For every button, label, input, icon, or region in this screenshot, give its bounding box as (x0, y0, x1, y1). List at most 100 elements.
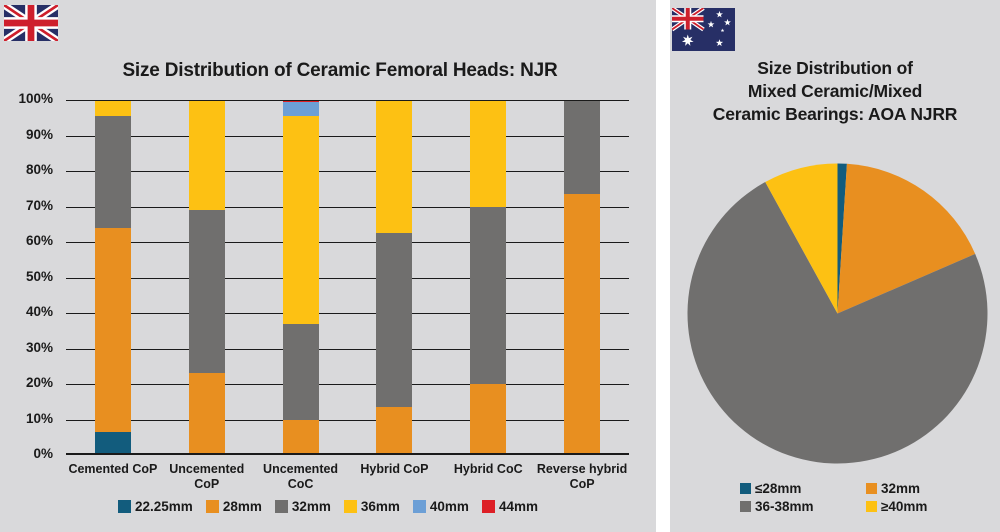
legend-swatch-44mm (481, 500, 495, 513)
njr-chart-panel: Size Distribution of Ceramic Femoral Hea… (0, 0, 656, 532)
legend-item-22-25mm: 22.25mm (118, 499, 193, 514)
segment-hybrid-coc-36mm (470, 100, 507, 207)
australia-flag-icon (672, 8, 735, 51)
pie-legend-swatch-36-38mm (740, 501, 751, 512)
y-tick-20: 20% (25, 375, 53, 390)
pie-legend-label-32mm: 32mm (881, 481, 921, 496)
segment-cemented-cop-32mm (94, 116, 131, 228)
segment-hybrid-coc-28mm (470, 384, 507, 455)
segment-hybrid-cop-36mm (376, 100, 413, 234)
legend-label-28mm: 28mm (222, 499, 262, 514)
y-tick-40: 40% (25, 304, 53, 319)
segment-reverse-hybrid-cop-28mm (564, 194, 601, 455)
pie-chart (687, 163, 988, 464)
gridline-40 (66, 313, 629, 314)
pie-title-line-2: Mixed Ceramic/Mixed (747, 81, 923, 102)
uk-flag-icon (4, 5, 58, 41)
legend-swatch-36mm (343, 500, 357, 513)
segment-uncemented-coc-32mm (282, 323, 319, 420)
pie-slice-36-38mm (687, 182, 988, 464)
gridline-30 (66, 348, 629, 350)
pie-slice-40mm (765, 163, 838, 314)
y-tick-0: 0% (33, 446, 53, 461)
segment-cemented-cop-28mm (94, 227, 131, 432)
pie-chart-legend: ≤28mm 32mm 36-38mm ≥40mm (740, 481, 927, 514)
pie-chart-title: Size Distribution of Mixed Ceramic/Mixed… (670, 57, 1000, 126)
pie-legend-label-40mm: ≥40mm (881, 499, 928, 514)
gridline-20 (66, 384, 629, 385)
x-label-reverse-hybrid-cop: Reverse hybrid CoP (536, 462, 628, 491)
y-tick-10: 10% (25, 410, 53, 426)
bar-uncemented-cop (188, 100, 225, 455)
x-label-hybrid-coc: Hybrid CoC (453, 462, 523, 476)
gridline-50 (66, 277, 629, 279)
bar-plot-area (66, 100, 629, 455)
x-axis-labels: Cemented CoP Uncemented CoP Uncemented CoC… (66, 462, 629, 502)
y-tick-90: 90% (25, 126, 53, 142)
segment-cemented-cop-36mm (94, 100, 131, 116)
legend-swatch-32mm (274, 500, 288, 513)
legend-label-32mm: 32mm (291, 499, 331, 514)
southern-cross-icon (707, 10, 731, 47)
gridline-10 (66, 419, 629, 421)
pie-legend-item-32mm: 32mm (866, 481, 927, 496)
legend-item-28mm: 28mm (205, 499, 262, 514)
aoa-njrr-chart-panel: Size Distribution of Mixed Ceramic/Mixed… (670, 0, 1000, 532)
segment-uncemented-coc-40mm (282, 101, 319, 116)
segment-uncemented-coc-36mm (282, 115, 319, 324)
gridline-100 (66, 100, 629, 101)
legend-swatch-22-25mm (118, 500, 132, 513)
pie-legend-label-28mm: ≤28mm (755, 481, 802, 496)
legend-item-36mm: 36mm (343, 499, 400, 514)
segment-uncemented-cop-32mm (188, 210, 225, 374)
legend-swatch-28mm (205, 500, 219, 513)
pie-legend-swatch-40mm (866, 501, 877, 512)
legend-item-44mm: 44mm (481, 499, 538, 514)
pie-legend-swatch-28mm (740, 483, 751, 494)
y-tick-50: 50% (25, 268, 53, 284)
legend-label-22-25mm: 22.25mm (135, 499, 193, 514)
y-tick-60: 60% (25, 233, 53, 248)
segment-uncemented-cop-36mm (188, 100, 225, 211)
x-label-hybrid-cop: Hybrid CoP (360, 462, 429, 476)
y-tick-70: 70% (25, 197, 53, 213)
legend-item-32mm: 32mm (274, 499, 331, 514)
bar-chart-title: Size Distribution of Ceramic Femoral Hea… (122, 60, 558, 81)
bar-hybrid-coc (470, 100, 507, 455)
bar-reverse-hybrid-cop (564, 100, 601, 455)
pie-title-line-1: Size Distribution of (757, 58, 913, 78)
pie-title-line-3: Ceramic Bearings: AOA NJRR (712, 104, 958, 125)
pie-legend-item-28mm: ≤28mm (740, 481, 866, 496)
segment-hybrid-cop-32mm (376, 233, 413, 408)
pie-slice-28mm (837, 163, 847, 314)
pie-slice-32mm (837, 163, 976, 314)
x-label-uncemented-cop: Uncemented CoP (169, 462, 245, 491)
commonwealth-star-icon (681, 34, 694, 46)
segment-hybrid-cop-28mm (376, 407, 413, 455)
y-tick-80: 80% (25, 162, 53, 177)
bar-chart-legend: 22.25mm 28mm 32mm 36mm 40mm 44mm (0, 499, 656, 514)
x-axis-line (66, 453, 629, 455)
segment-reverse-hybrid-cop-32mm (564, 100, 601, 195)
legend-label-44mm: 44mm (498, 499, 538, 514)
gridline-80 (66, 171, 629, 172)
bar-hybrid-cop (376, 100, 413, 455)
y-tick-30: 30% (25, 339, 53, 355)
segment-uncemented-coc-28mm (282, 419, 319, 455)
segment-uncemented-cop-28mm (188, 373, 225, 455)
legend-item-40mm: 40mm (412, 499, 469, 514)
pie-legend-item-40mm: ≥40mm (866, 499, 927, 514)
gridline-70 (66, 206, 629, 208)
pie-legend-label-36-38mm: 36-38mm (755, 499, 814, 514)
legend-label-40mm: 40mm (429, 499, 469, 514)
y-tick-100: 100% (18, 91, 53, 106)
pie-legend-swatch-32mm (866, 483, 877, 494)
legend-swatch-40mm (412, 500, 426, 513)
legend-label-36mm: 36mm (360, 499, 400, 514)
bar-uncemented-coc (282, 100, 319, 455)
pie-legend-item-36-38mm: 36-38mm (740, 499, 866, 514)
x-label-uncemented-coc: Uncemented CoC (263, 462, 339, 491)
segment-hybrid-coc-32mm (470, 206, 507, 384)
segment-cemented-cop-22-25mm (94, 431, 131, 455)
x-label-cemented-cop: Cemented CoP (68, 462, 158, 476)
